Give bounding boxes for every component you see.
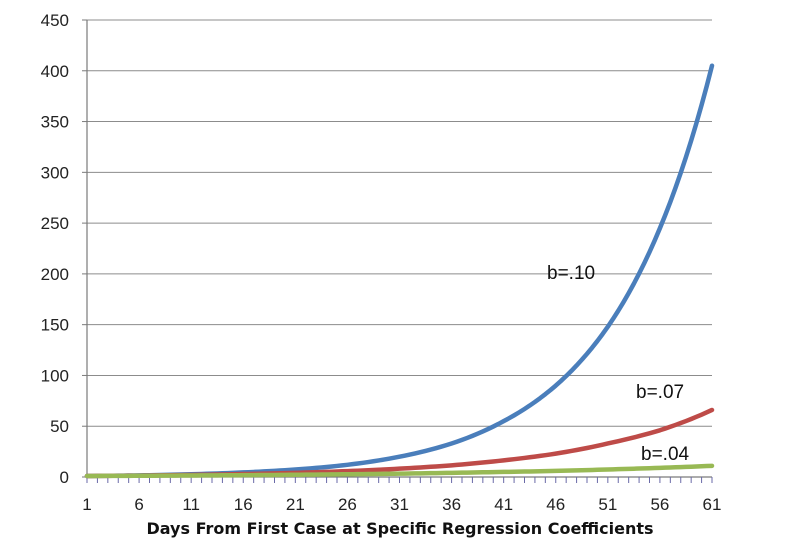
y-tick-label: 400 (41, 62, 69, 81)
y-tick-label: 450 (41, 11, 69, 30)
x-tick-label: 61 (703, 495, 722, 514)
y-tick-label: 0 (60, 468, 69, 487)
x-tick-label: 31 (390, 495, 409, 514)
series-line-1 (84, 63, 715, 479)
x-tick-label: 1 (82, 495, 91, 514)
y-tick-label: 350 (41, 113, 69, 132)
series-line-2 (84, 407, 715, 479)
y-tick-label: 150 (41, 316, 69, 335)
x-axis-label: Days From First Case at Specific Regress… (146, 519, 653, 538)
series-annotations: b=.10 b=.07 b=.04 (547, 263, 690, 465)
series-annotation: b=.07 (636, 382, 684, 403)
x-tick-label: 51 (598, 495, 617, 514)
gridlines (87, 19, 712, 427)
x-tick-label: 21 (286, 495, 305, 514)
axes (82, 19, 713, 483)
x-tick-label: 16 (234, 495, 253, 514)
x-tick-label: 36 (442, 495, 461, 514)
y-tick-label: 100 (41, 366, 69, 385)
x-tick-label: 6 (134, 495, 143, 514)
series-annotation: b=.04 (641, 444, 690, 465)
y-tick-label: 200 (41, 265, 69, 284)
x-tick-label: 26 (338, 495, 357, 514)
x-tick-label: 46 (546, 495, 565, 514)
series-lines (84, 63, 715, 479)
y-tick-label: 250 (41, 214, 69, 233)
series-line-3 (84, 463, 715, 479)
y-tick-label: 300 (41, 163, 69, 182)
x-tick-label: 11 (182, 495, 200, 514)
x-tick-label: 56 (650, 495, 669, 514)
y-tick-label: 50 (50, 417, 69, 436)
x-tick-label: 41 (494, 495, 513, 514)
series-annotation: b=.10 (547, 263, 595, 284)
